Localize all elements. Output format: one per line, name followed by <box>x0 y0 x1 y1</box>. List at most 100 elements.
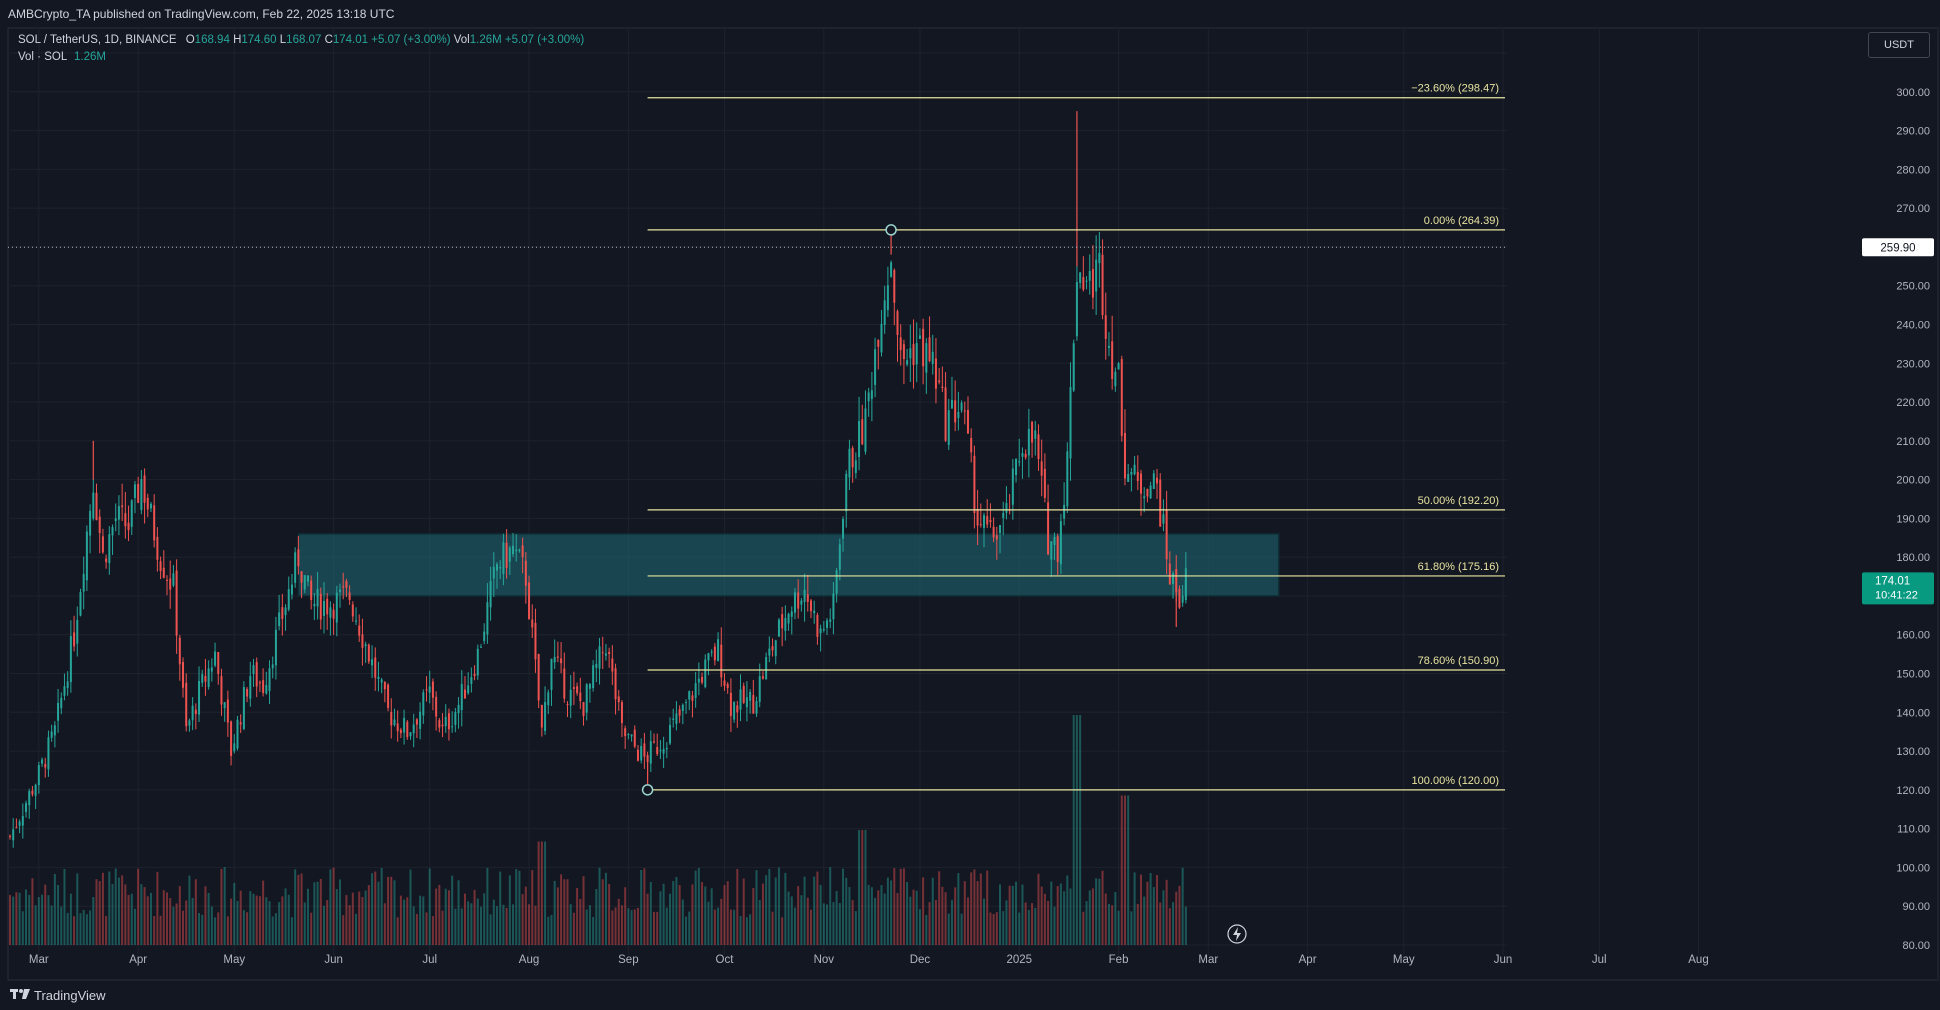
volume-bar <box>989 912 992 945</box>
candle-body <box>182 662 185 688</box>
time-axis-label: May <box>223 954 245 966</box>
volume-bar <box>858 830 861 945</box>
volume-bar <box>198 913 201 945</box>
time-axis-label: Apr <box>129 954 147 966</box>
symbol-label[interactable]: SOL / TetherUS, 1D, BINANCE <box>18 34 177 46</box>
candle-body <box>617 696 620 703</box>
candle-body <box>1063 504 1066 519</box>
candle-body <box>175 570 178 636</box>
volume-bar <box>226 916 229 945</box>
candle-body <box>252 665 255 675</box>
volume-bar <box>499 871 502 945</box>
chart-frame <box>7 27 1939 981</box>
volume-bar <box>53 873 56 945</box>
candle-body <box>742 685 745 703</box>
volume-bar <box>188 875 191 945</box>
volume-bar <box>835 891 838 945</box>
vol-value: 1.26M <box>469 34 502 46</box>
volume-bar <box>339 879 342 945</box>
volume-bar <box>133 908 136 945</box>
candle-body <box>345 581 348 588</box>
volume-bar <box>710 888 713 945</box>
footer: TradingView <box>0 980 1940 1010</box>
volume-bar <box>435 888 438 945</box>
fib-anchor-handle <box>641 784 654 796</box>
candle-body <box>319 593 322 620</box>
price-axis-label: 240.00 <box>1896 319 1930 331</box>
volume-bar <box>896 893 899 945</box>
volume-bar <box>165 892 168 945</box>
candle-body <box>579 692 582 702</box>
volume-bar <box>457 880 460 945</box>
candle-body <box>15 826 18 828</box>
vol-label: Vol <box>453 34 470 46</box>
volume-bar <box>137 868 140 945</box>
candle-body <box>473 673 476 676</box>
candle-body <box>803 589 806 602</box>
candle-body <box>758 676 761 702</box>
volume-bar <box>159 915 162 945</box>
candle-body <box>685 702 688 704</box>
volume-bar <box>297 874 300 945</box>
volume-bar <box>431 916 434 945</box>
candle-body <box>156 536 159 560</box>
currency-selector[interactable]: USDT <box>1868 32 1930 58</box>
volume-bar <box>306 888 309 945</box>
candle-body <box>185 682 188 727</box>
volume-bar <box>1056 886 1059 945</box>
candle-body <box>793 592 796 613</box>
volume-bar <box>281 896 284 945</box>
candle-body <box>1011 468 1014 505</box>
candle-body <box>710 651 713 653</box>
volume-bar <box>633 909 636 945</box>
candle-body <box>210 667 213 672</box>
volume-bar <box>999 884 1002 945</box>
candle-body <box>518 549 521 551</box>
volume-bar <box>755 870 758 945</box>
candle-body <box>1075 281 1078 337</box>
candle-body <box>21 816 24 826</box>
candle-body <box>986 516 989 525</box>
volume-bar <box>444 888 447 945</box>
volume-bar <box>745 917 748 945</box>
fib-level-label: 61.80% (175.16) <box>1418 561 1499 573</box>
volume-bar <box>697 867 700 945</box>
candle-body <box>284 607 287 616</box>
candle-body <box>729 692 732 717</box>
volume-bar <box>492 899 495 945</box>
volume-bar <box>274 913 277 945</box>
candle-body <box>864 408 867 452</box>
volume-bar <box>829 867 832 945</box>
volume-bar <box>1063 891 1066 945</box>
candle-body <box>912 344 915 365</box>
candle-body <box>194 709 197 715</box>
candle-body <box>560 658 563 664</box>
volume-bar <box>85 914 88 945</box>
volume-bar <box>12 896 15 945</box>
volume-bar <box>172 906 175 945</box>
candle-body <box>662 748 665 754</box>
volume-bar <box>915 890 918 945</box>
candle-body <box>214 651 217 666</box>
candle-body <box>531 619 534 628</box>
time-axis-label: Dec <box>910 954 931 966</box>
volume-bar <box>992 913 995 945</box>
volume-bar <box>1152 887 1155 945</box>
volume-bar <box>79 913 82 945</box>
candle-body <box>704 659 707 688</box>
tradingview-brand[interactable]: TradingView <box>34 987 106 1003</box>
candle-body <box>310 580 313 601</box>
volume-bar <box>1040 886 1043 945</box>
volume-bar <box>874 897 877 945</box>
time-axis-label: Jul <box>1592 954 1607 966</box>
volume-bar <box>771 911 774 945</box>
volume-bar <box>1018 912 1021 945</box>
volume-legend-label[interactable]: Vol · SOL <box>18 51 67 63</box>
high-label: H <box>233 34 242 46</box>
volume-bar <box>451 875 454 945</box>
candle-body <box>159 561 162 571</box>
candle-body <box>223 702 226 709</box>
candle-body <box>1152 473 1155 489</box>
candle-body <box>140 479 143 510</box>
